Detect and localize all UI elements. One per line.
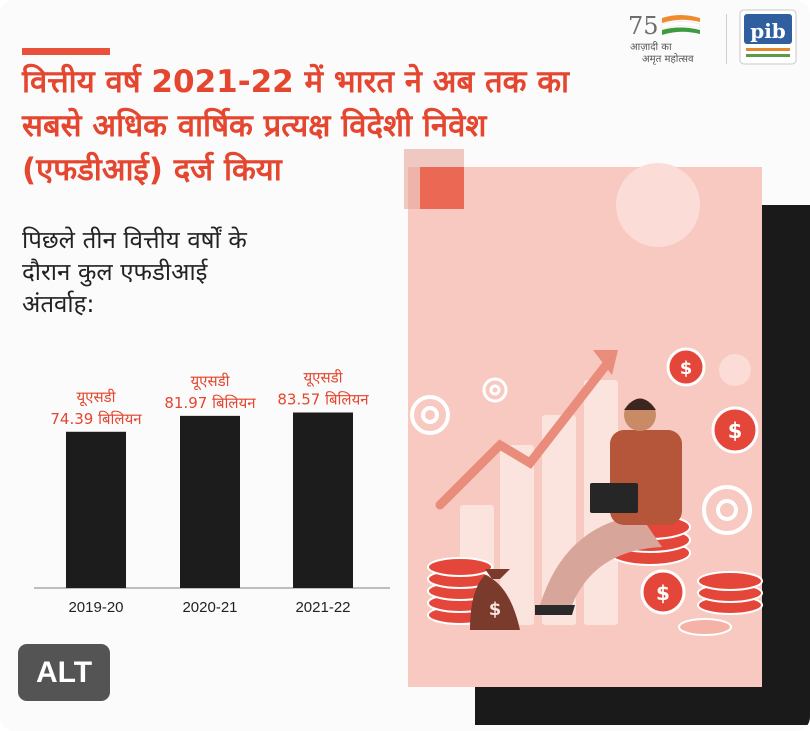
- bar-data-label: 81.97 बिलियन: [164, 394, 256, 412]
- bar-data-label: 83.57 बिलियन: [277, 391, 369, 409]
- gear-icon: [702, 485, 752, 535]
- growth-arrow-head: [593, 350, 618, 375]
- x-tick-label: 2019-20: [68, 599, 123, 616]
- logo-separator: [726, 14, 727, 64]
- bar-2021-22: [293, 412, 353, 588]
- bar-data-label: यूएसडी: [190, 372, 230, 391]
- decor-square-accent: [420, 167, 464, 209]
- person-illustration: [535, 398, 691, 615]
- logo-azadi-line1: आज़ादी का: [630, 41, 672, 53]
- logo-75-number: 75: [628, 12, 659, 40]
- azadi-ka-amrit-mahotsav-logo: 75 आज़ादी का अमृत महोत्सव: [628, 12, 701, 65]
- flag-white-stripe: [661, 21, 701, 30]
- investment-illustration: $ $ $: [404, 149, 810, 725]
- gear-icon: [410, 395, 450, 435]
- dollar-coin-icon: $: [666, 347, 706, 387]
- alt-text-button[interactable]: ALT: [18, 644, 110, 701]
- decor-circle-small: [719, 354, 751, 386]
- svg-text:$: $: [656, 581, 670, 605]
- flag-green-stripe: [662, 27, 700, 35]
- logo-azadi-line2: अमृत महोत्सव: [642, 53, 694, 65]
- growth-arrow: [435, 355, 615, 510]
- chart-title-line: दौरान कुल एफडीआई: [22, 258, 208, 286]
- coin-stack-icon: [697, 571, 763, 615]
- accent-bar: [22, 48, 110, 55]
- bar-data-label: 74.39 बिलियन: [50, 410, 142, 428]
- bar-data-label: यूएसडी: [303, 369, 343, 388]
- svg-text:$: $: [489, 599, 502, 620]
- chart-title-line: पिछले तीन वित्तीय वर्षों के: [22, 226, 247, 254]
- growth-bar: [500, 445, 534, 625]
- svg-text:$: $: [680, 358, 693, 379]
- chart-title: पिछले तीन वित्तीय वर्षों के दौरान कुल एफ…: [22, 224, 352, 320]
- dollar-coin-icon: $: [640, 569, 686, 615]
- fdi-bar-chart: यूएसडी 74.39 बिलियन 2019-20 यूएसडी 81.97 बिल…: [34, 369, 390, 616]
- dollar-coin-icon: $: [711, 406, 759, 454]
- headline: वित्तीय वर्ष 2021-22 में भारत ने अब तक क…: [22, 60, 582, 192]
- bar-2020-21: [180, 415, 240, 588]
- x-tick-label: 2021-22: [295, 599, 350, 616]
- headline-line: वित्तीय वर्ष 2021-22 में भारत ने अब तक क…: [22, 64, 570, 100]
- svg-text:$: $: [728, 419, 743, 443]
- flag-saffron-stripe: [662, 15, 700, 23]
- pib-logo-text: pib: [750, 19, 786, 43]
- chart-title-line: अंतर्वाह:: [22, 290, 95, 318]
- dollar-coin-icon: [678, 618, 732, 636]
- headline-line: सबसे अधिक वार्षिक प्रत्यक्ष विदेशी निवेश: [22, 108, 487, 144]
- pib-logo: pib: [739, 9, 797, 65]
- money-bag-icon: $: [470, 569, 520, 630]
- gear-icon: [482, 377, 508, 403]
- headline-line: (एफडीआई) दर्ज किया: [22, 152, 282, 188]
- decor-circle: [616, 163, 700, 247]
- bar-2019-20: [66, 431, 126, 588]
- bar-data-label: यूएसडी: [76, 388, 116, 407]
- x-tick-label: 2020-21: [182, 599, 237, 616]
